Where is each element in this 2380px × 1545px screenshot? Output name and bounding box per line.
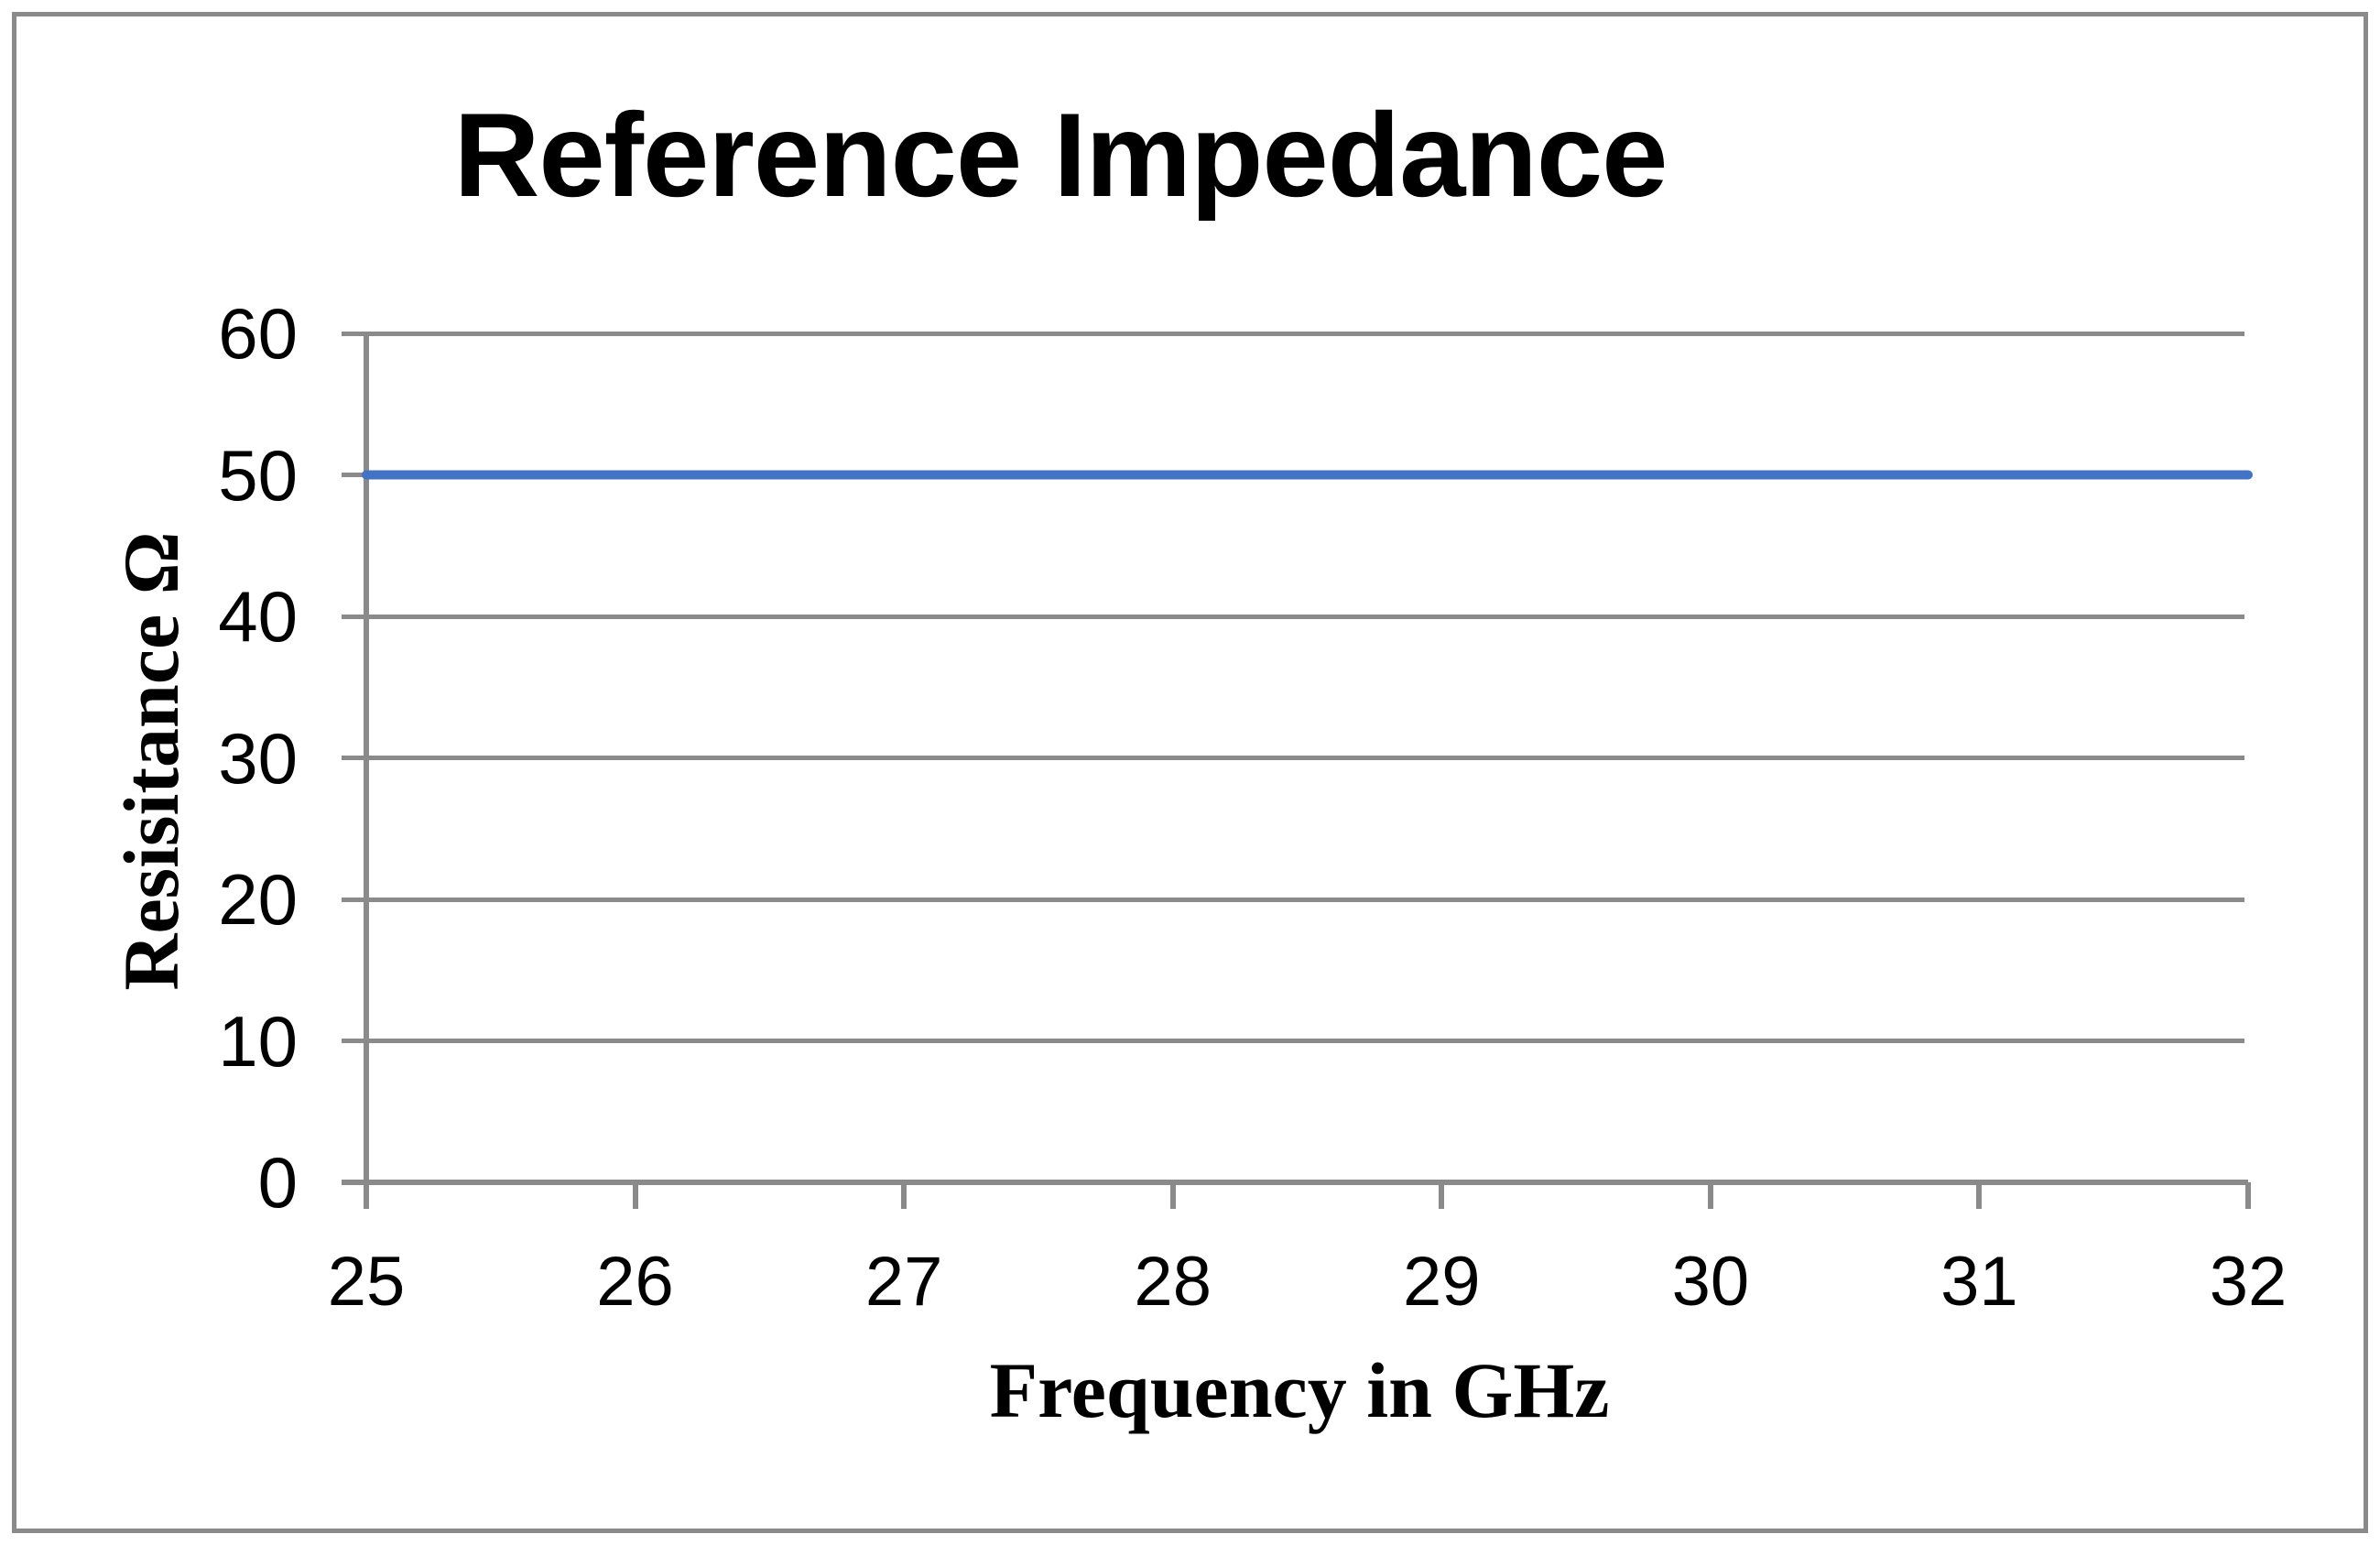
x-axis-line: [342, 1180, 2248, 1185]
x-axis-tick: [1976, 1182, 1983, 1209]
y-tick-label: 20: [218, 859, 298, 940]
x-tick-label: 28: [1134, 1243, 1212, 1321]
y-tick-label: 40: [218, 576, 298, 657]
y-axis-tick: [342, 614, 366, 619]
x-tick-label: 26: [596, 1243, 674, 1321]
x-axis-tick: [1439, 1182, 1445, 1209]
x-axis-tick: [632, 1182, 638, 1209]
x-tick-label: 25: [327, 1243, 406, 1321]
x-tick-label: 27: [864, 1243, 943, 1321]
x-axis-tick: [2245, 1182, 2251, 1209]
x-axis-tick: [364, 1182, 369, 1209]
y-tick-label: 50: [218, 434, 298, 516]
y-tick-label: 10: [218, 1000, 298, 1082]
chart-title: Reference Impedance: [453, 88, 1668, 222]
y-tick-label: 0: [257, 1142, 298, 1223]
x-tick-label: 29: [1403, 1243, 1481, 1321]
y-axis-title: Resisitance Ω: [107, 531, 195, 991]
gridline: [366, 331, 2244, 336]
x-axis-tick: [1707, 1182, 1713, 1209]
gridline: [366, 756, 2244, 760]
x-axis-title: Frequency in GHz: [989, 1346, 1610, 1434]
y-axis-tick: [342, 1180, 366, 1185]
x-tick-label: 30: [1671, 1243, 1750, 1321]
y-axis-line: [364, 333, 369, 1209]
x-tick-label: 31: [1940, 1243, 2018, 1321]
y-axis-tick: [342, 1039, 366, 1043]
gridline: [366, 1039, 2244, 1043]
gridline: [366, 614, 2244, 619]
chart-outer-border: [12, 12, 2368, 1533]
x-axis-tick: [901, 1182, 907, 1209]
gridline: [366, 897, 2244, 902]
y-tick-label: 60: [218, 293, 298, 374]
x-tick-label: 32: [2209, 1243, 2288, 1321]
series-line-layer: [362, 470, 2253, 480]
y-axis-tick: [342, 473, 366, 477]
y-axis-tick: [342, 331, 366, 336]
y-axis-tick: [342, 756, 366, 760]
x-axis-tick: [1169, 1182, 1176, 1209]
plot-area: 0 10 20 30 40 50 60 25 26 27 28 29 30 31 32: [218, 297, 2287, 1319]
y-tick-label: 30: [218, 717, 298, 799]
y-axis-tick: [342, 897, 366, 902]
